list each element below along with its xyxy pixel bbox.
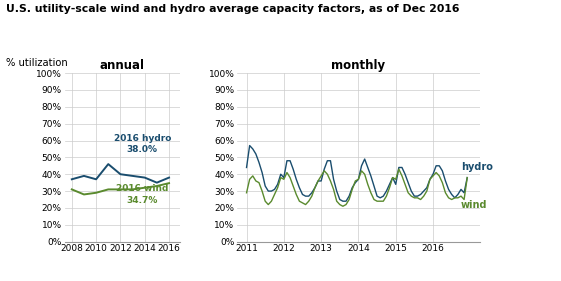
Title: annual: annual [100, 59, 145, 72]
Text: % utilization: % utilization [6, 58, 67, 68]
Title: monthly: monthly [332, 59, 385, 72]
Text: 2016 hydro
38.0%: 2016 hydro 38.0% [113, 134, 171, 154]
Text: hydro: hydro [461, 162, 493, 173]
Text: 2016 wind
34.7%: 2016 wind 34.7% [116, 184, 168, 205]
Text: U.S. utility-scale wind and hydro average capacity factors, as of Dec 2016: U.S. utility-scale wind and hydro averag… [6, 4, 459, 14]
Text: wind: wind [461, 200, 488, 210]
